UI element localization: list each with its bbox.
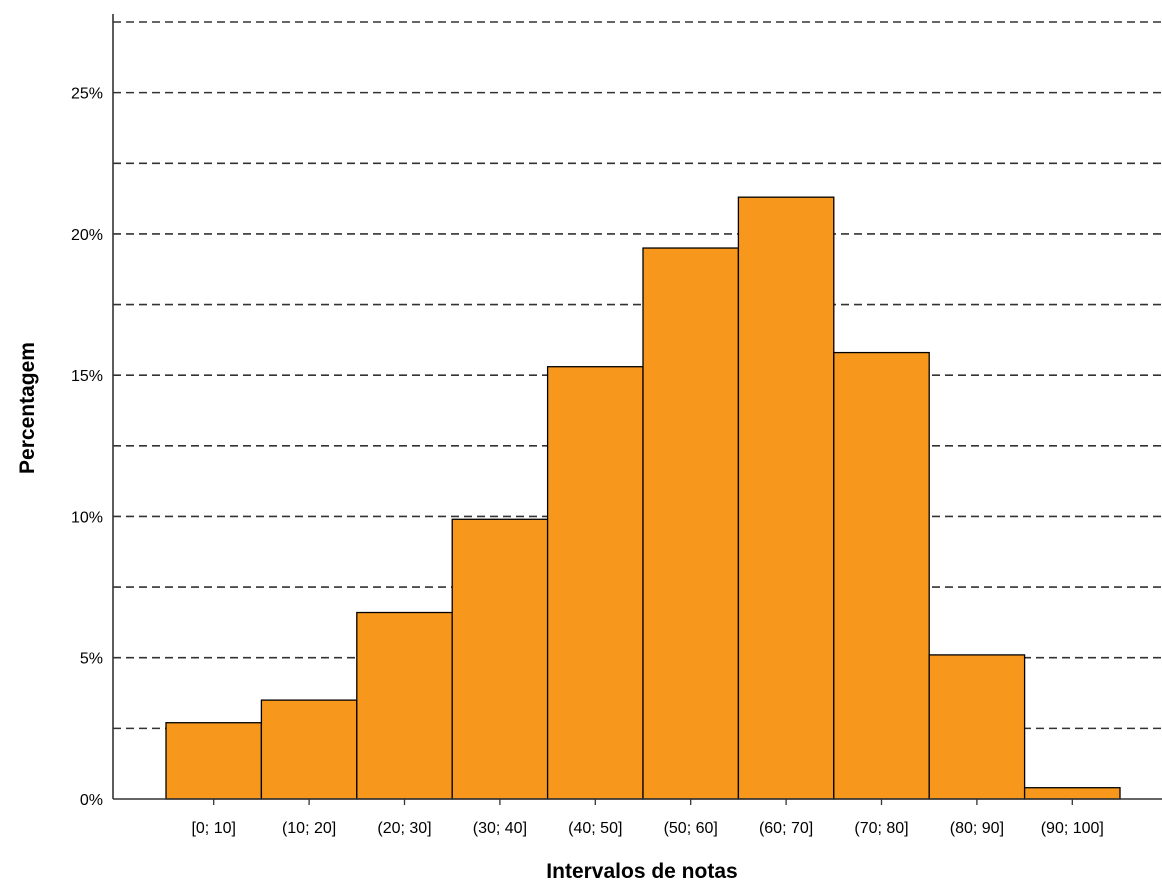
- x-axis-title: Intervalos de notas: [546, 860, 737, 881]
- x-tick-label-2: (20; 30]: [377, 820, 431, 837]
- x-tick-label-3: (30; 40]: [473, 820, 527, 837]
- bar-5: [642, 247, 740, 800]
- bar-2: [356, 611, 453, 800]
- bars: [165, 196, 1121, 800]
- axes: [112, 14, 1162, 800]
- x-tick-label-0: [0; 10]: [191, 820, 235, 837]
- y-tick-label-2: 10%: [71, 509, 103, 526]
- bar-7: [833, 351, 930, 800]
- y-tick-label-5: 25%: [71, 86, 103, 103]
- bar-4: [546, 366, 644, 800]
- y-tick-label-4: 20%: [71, 227, 103, 244]
- bar-3: [451, 518, 549, 800]
- y-tick-label-1: 5%: [80, 651, 103, 668]
- bar-1: [260, 699, 358, 800]
- bar-0: [165, 722, 263, 800]
- x-tick-labels: [0; 10] (10; 20] (20; 30] (30; 40] (40; 50] (…: [191, 799, 1104, 837]
- y-axis-title: Percentagem: [16, 342, 39, 474]
- x-tick-label-6: (60; 70]: [759, 820, 813, 837]
- x-tick-label-4: (40; 50]: [568, 820, 622, 837]
- bar-8: [928, 654, 1026, 800]
- x-tick-label-7: (70; 80]: [854, 820, 908, 837]
- x-tick-label-8: (80; 90]: [950, 820, 1004, 837]
- bar-9: [1023, 787, 1121, 800]
- x-tick-label-5: (50; 60]: [664, 820, 718, 837]
- x-tick-label-9: (90; 100]: [1041, 820, 1104, 837]
- y-tick-label-0: 0%: [80, 792, 103, 809]
- y-tick-labels: 0% 5% 10% 15% 20% 25%: [71, 86, 103, 809]
- y-tick-label-3: 15%: [71, 368, 103, 385]
- bar-6: [737, 196, 835, 800]
- x-tick-label-1: (10; 20]: [282, 820, 336, 837]
